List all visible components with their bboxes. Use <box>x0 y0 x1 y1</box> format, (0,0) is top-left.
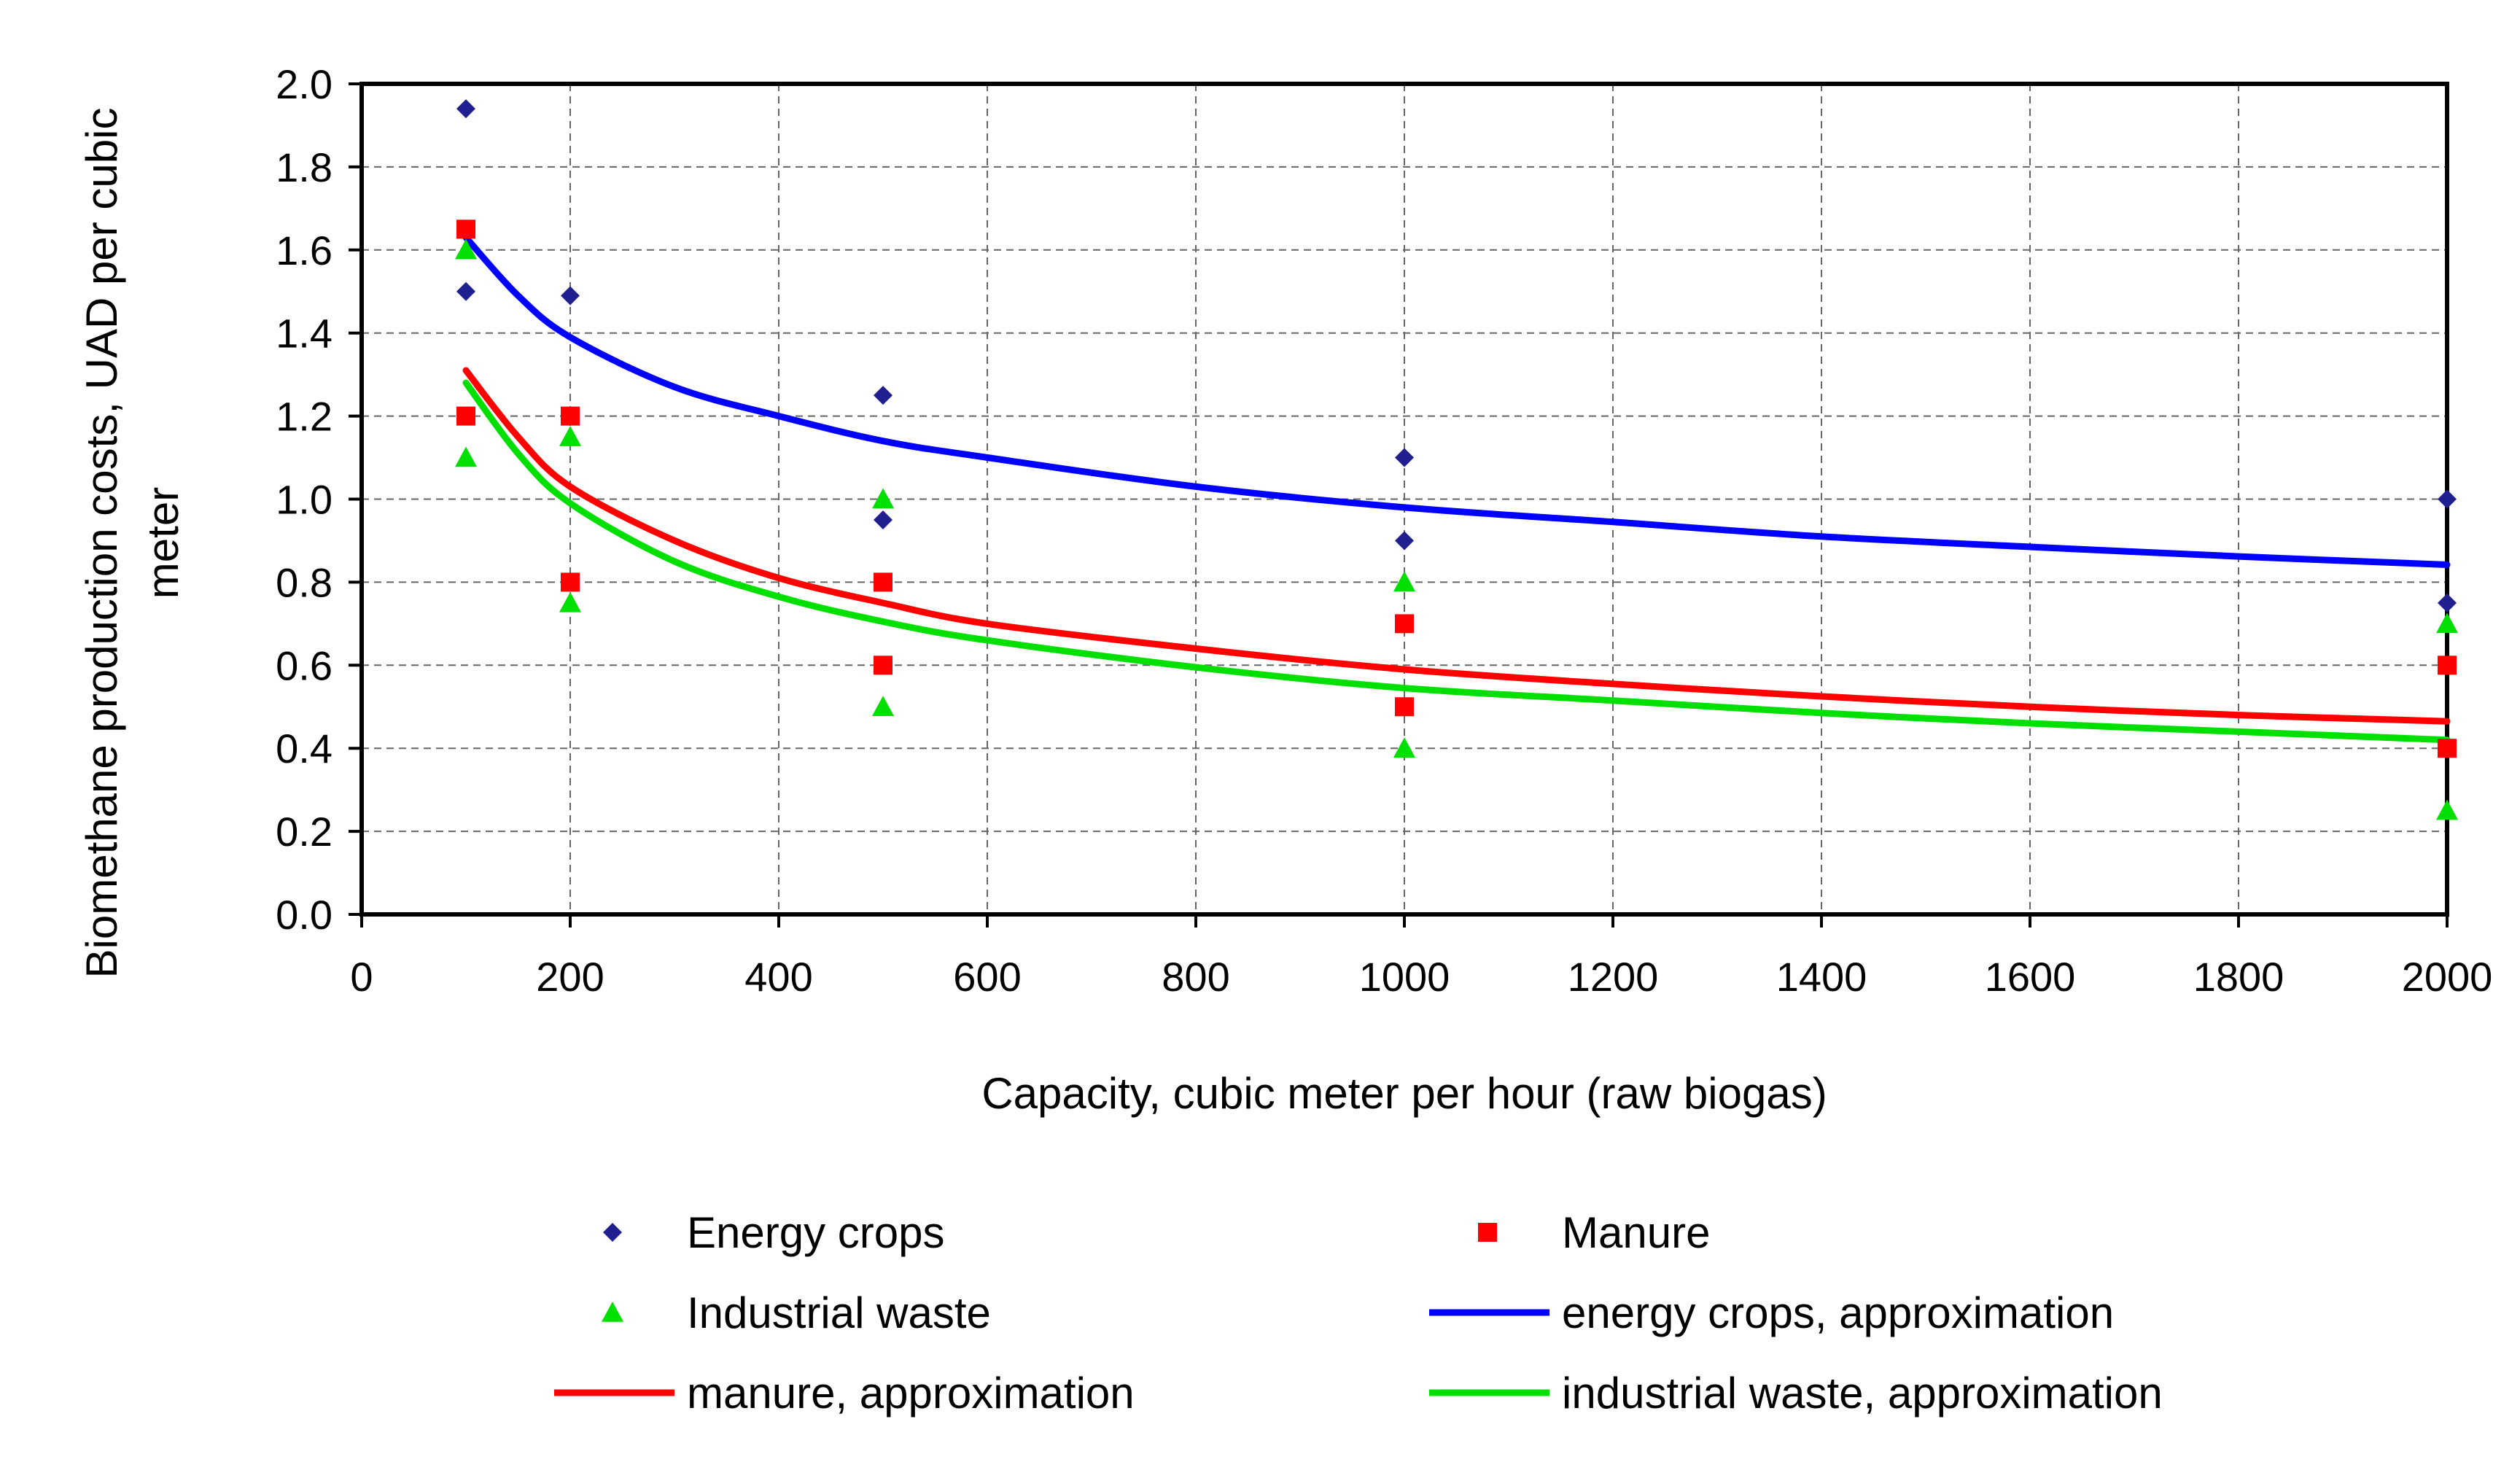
industrial-waste-point <box>2436 799 2458 820</box>
x-tick-label: 2000 <box>2402 954 2493 1000</box>
x-tick-label: 400 <box>744 954 812 1000</box>
manure-point <box>2438 739 2457 758</box>
energy-crops-point <box>2438 489 2457 509</box>
energy-crops-point <box>1395 448 1414 467</box>
y-axis-title: Biomethane production costs, UAD per cub… <box>77 108 187 979</box>
x-tick-label: 0 <box>350 954 373 1000</box>
x-tick-label: 1800 <box>2193 954 2284 1000</box>
x-tick-label: 1600 <box>1985 954 2076 1000</box>
energy-crops-point <box>1395 531 1414 551</box>
industrial-waste-point <box>455 238 477 260</box>
legend: Energy crops Manure Industrial waste energy… <box>554 1208 2163 1418</box>
y-axis-title-line: Biomethane production costs, UAD per cub… <box>77 108 126 979</box>
industrial-waste-point <box>872 696 894 716</box>
industrial-waste-approximation-line <box>462 379 2451 744</box>
legend-marker-manure <box>1478 1223 1497 1242</box>
y-tick-label: 0.6 <box>276 642 332 688</box>
y-tick-label: 1.4 <box>276 311 332 357</box>
y-tick-label: 1.6 <box>276 228 332 273</box>
x-axis-title: Capacity, cubic meter per hour (raw biog… <box>981 1069 1827 1118</box>
manure-point <box>874 572 892 592</box>
manure-point <box>1395 614 1414 634</box>
legend-label-manure: Manure <box>1562 1208 1710 1257</box>
industrial-waste-point <box>559 426 581 446</box>
energy-crops-point <box>874 510 892 529</box>
grid <box>362 84 2447 914</box>
industrial-waste-point <box>872 488 894 509</box>
manure-point <box>2438 656 2457 675</box>
industrial-waste-point <box>1393 571 1415 592</box>
y-tick-label: 1.8 <box>276 144 332 190</box>
energy-crops-point <box>561 286 580 306</box>
legend-label-manure-approximation: manure, approximation <box>687 1369 1135 1418</box>
x-tick-label: 1400 <box>1776 954 1867 1000</box>
manure-point <box>456 406 475 426</box>
manure-point <box>874 656 892 675</box>
manure-point <box>561 406 580 426</box>
x-tick-label: 1000 <box>1359 954 1450 1000</box>
industrial-waste-point <box>1393 737 1415 758</box>
y-tick-label: 0.4 <box>276 726 332 771</box>
industrial-waste-point <box>455 446 477 467</box>
legend-label-energy-crops-approximation: energy crops, approximation <box>1562 1288 2114 1337</box>
data-points <box>455 99 2458 820</box>
y-tick-label: 0.0 <box>276 892 332 938</box>
energy-crops-point <box>2438 593 2457 613</box>
legend-marker-energy-crops <box>603 1223 622 1242</box>
x-tick-label: 600 <box>953 954 1021 1000</box>
y-tick-label: 0.8 <box>276 559 332 605</box>
x-tick-label: 1200 <box>1568 954 1659 1000</box>
y-tick-label: 1.0 <box>276 477 332 523</box>
y-axis: 0.0 0.2 0.4 0.6 0.8 1.0 1.2 1.4 1.6 1.8 2.0 <box>276 61 362 938</box>
manure-point <box>561 572 580 592</box>
manure-point <box>456 219 475 239</box>
legend-label-energy-crops: Energy crops <box>687 1208 945 1257</box>
y-tick-label: 2.0 <box>276 61 332 107</box>
manure-point <box>1395 697 1414 717</box>
legend-label-industrial-waste: Industrial waste <box>687 1288 991 1337</box>
legend-marker-industrial-waste <box>602 1302 623 1322</box>
legend-label-industrial-waste-approximation: industrial waste, approximation <box>1562 1369 2163 1418</box>
energy-crops-point <box>874 386 892 405</box>
industrial-waste-point <box>559 591 581 613</box>
y-tick-label: 0.2 <box>276 809 332 855</box>
x-tick-label: 200 <box>536 954 604 1000</box>
x-tick-label: 800 <box>1162 954 1229 1000</box>
y-axis-title-line: meter <box>139 487 187 599</box>
energy-crops-point <box>456 99 475 119</box>
energy-crops-approximation-line <box>462 234 2451 568</box>
x-axis: 0 200 400 600 800 1000 1200 1400 1600 1800 2000 <box>350 914 2492 1000</box>
approximation-lines <box>462 234 2451 744</box>
y-tick-label: 1.2 <box>276 394 332 440</box>
manure-approximation-line <box>462 367 2451 725</box>
industrial-waste-point <box>2436 613 2458 634</box>
energy-crops-point <box>456 281 475 301</box>
